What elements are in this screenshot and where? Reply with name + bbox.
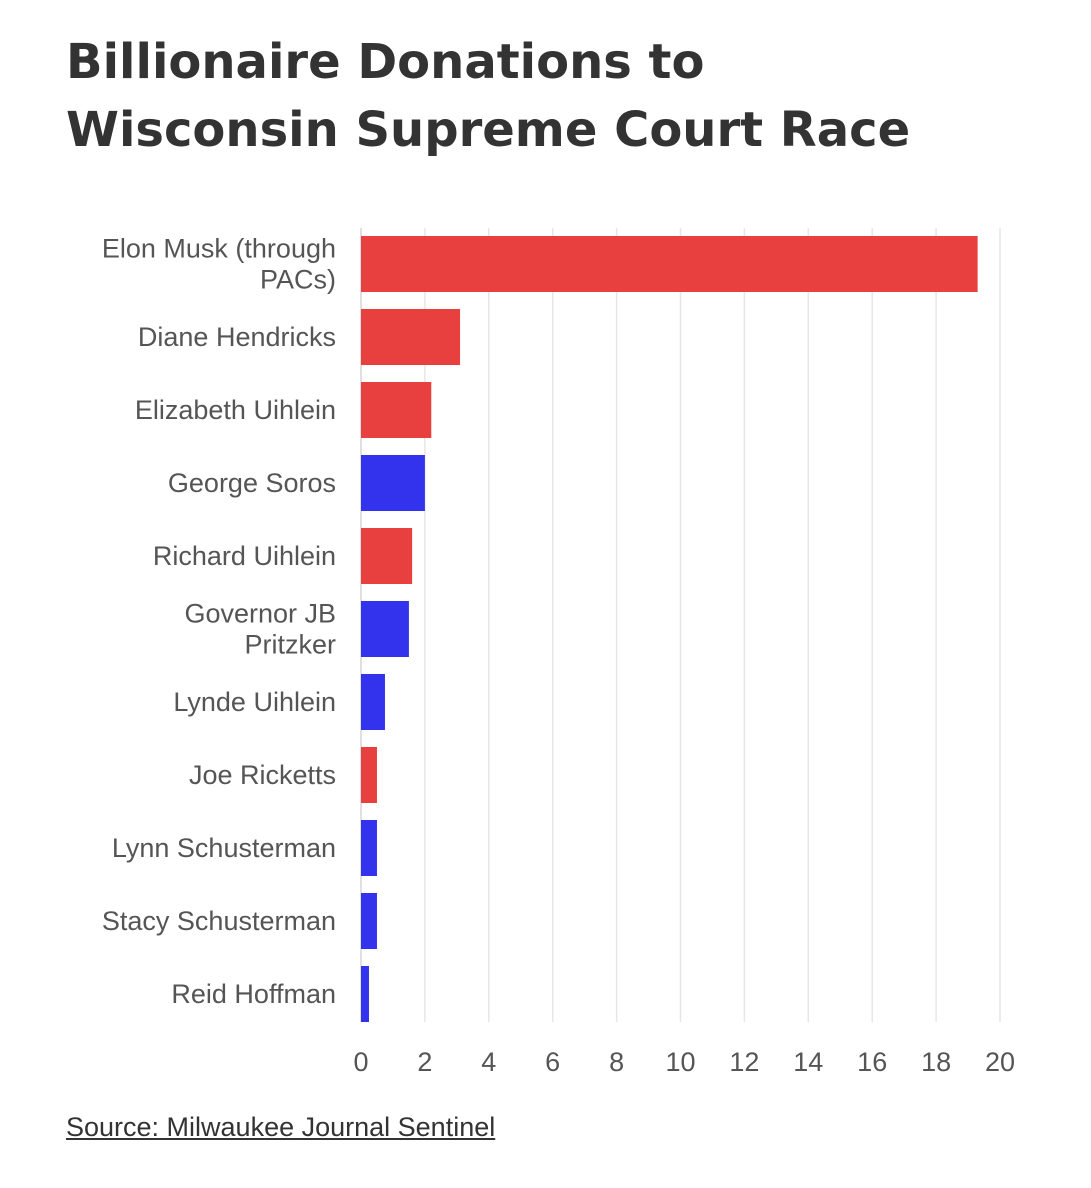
category-label: George Soros (168, 468, 336, 498)
chart-title: Billionaire Donations to Wisconsin Supre… (66, 28, 1046, 164)
x-tick-labels: 0 2 4 6 8 10 12 14 16 18 20 (353, 1047, 1015, 1077)
x-tick-label: 2 (417, 1047, 432, 1077)
bar (361, 966, 369, 1022)
x-tick-label: 18 (921, 1047, 951, 1077)
chart-title-line-2: Wisconsin Supreme Court Race (66, 102, 911, 158)
bar (361, 893, 377, 949)
bar (361, 236, 978, 292)
category-label: Joe Ricketts (189, 760, 336, 790)
source-note: Source: Milwaukee Journal Sentinel (66, 1112, 496, 1142)
bar (361, 601, 409, 657)
bar (361, 455, 425, 511)
bar (361, 309, 461, 365)
category-label: Richard Uihlein (153, 541, 336, 571)
bar (361, 528, 413, 584)
category-label: Lynn Schusterman (112, 833, 336, 863)
x-tick-label: 6 (545, 1047, 560, 1077)
category-label: Diane Hendricks (138, 322, 336, 352)
bar (361, 820, 377, 876)
category-label: Elon Musk (through (102, 234, 336, 264)
x-tick-label: 12 (729, 1047, 759, 1077)
x-tick-label: 14 (793, 1047, 823, 1077)
bar (361, 674, 385, 730)
category-label: PACs) (260, 265, 336, 295)
x-tick-label: 8 (609, 1047, 624, 1077)
x-tick-label: 16 (857, 1047, 887, 1077)
category-label: Reid Hoffman (171, 979, 336, 1009)
category-label: Pritzker (244, 630, 336, 660)
x-tick-label: 10 (665, 1047, 695, 1077)
bar (361, 747, 377, 803)
category-label: Stacy Schusterman (102, 906, 336, 936)
bar (361, 382, 432, 438)
x-tick-label: 0 (353, 1047, 368, 1077)
x-tick-label: 4 (481, 1047, 496, 1077)
category-label: Governor JB (184, 599, 336, 629)
x-tick-label: 20 (985, 1047, 1015, 1077)
chart-title-line-1: Billionaire Donations to (66, 34, 705, 90)
bars (361, 236, 978, 1022)
category-label: Elizabeth Uihlein (135, 395, 336, 425)
category-label: Lynde Uihlein (173, 687, 336, 717)
